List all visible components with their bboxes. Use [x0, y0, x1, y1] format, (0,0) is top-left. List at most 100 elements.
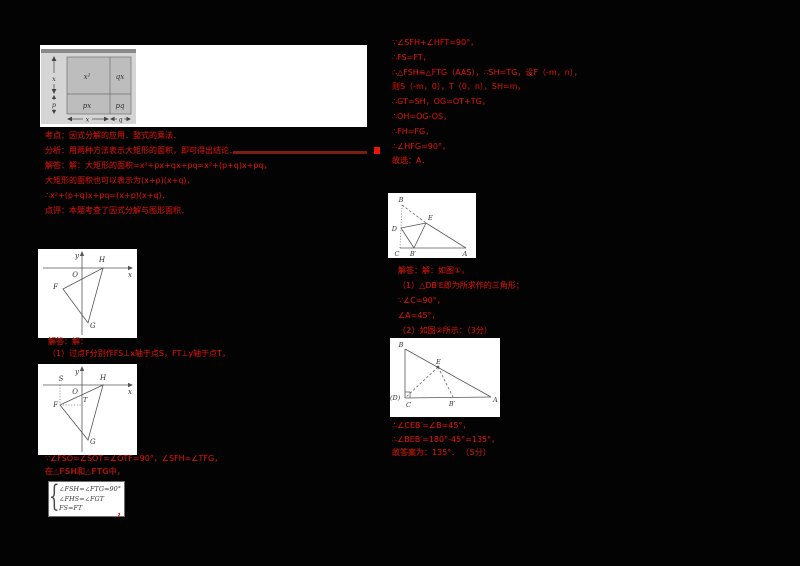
- x-axis-arrow: [128, 265, 133, 271]
- point-E-dot: [436, 365, 440, 369]
- line-text: ∴∠HFG=90°，: [392, 141, 450, 151]
- point-label-D: D: [391, 225, 398, 233]
- line-text: （1）过点F分别作FS⊥x轴于点S，FT⊥y轴于点T，: [48, 349, 230, 358]
- line-text: ∴OH=OG-OS，: [392, 111, 452, 121]
- area-model-figure-panel: x² qx px pq x p x: [40, 45, 367, 127]
- line-label: 故选：: [392, 156, 416, 166]
- line-text: ∵∠FSO=∠SOT=∠OTF=90°，∠SFH=∠TFG，: [45, 454, 223, 463]
- line-label: 在△FSH和△FTG中，: [45, 467, 125, 476]
- line-text: 大矩形的面积也可以表示为(x+p)(x+q)，: [45, 176, 195, 185]
- x-axis-arrow: [128, 382, 133, 388]
- dim-label-x-left: x: [52, 75, 56, 83]
- line-text: 解：: [72, 337, 88, 346]
- line-text: 如图②所示：（3分）: [419, 326, 492, 335]
- segment-EA: [425, 222, 467, 249]
- point-label-E: E: [435, 358, 441, 366]
- point-label-H: H: [98, 256, 106, 264]
- solution-line: ∵∠SFH+∠HFT=90°，: [392, 36, 582, 51]
- line-label: 考点：: [45, 131, 69, 140]
- big-rectangle: [66, 56, 132, 115]
- solution-block-1: 考点：因式分解的应用．整式的乘法． 分析：用两种方法表示大矩形的面积，即可得出结论…: [45, 128, 272, 218]
- arrowhead-up: [51, 56, 57, 61]
- segment-EC-dashed: [404, 366, 439, 399]
- line-label: 分析：: [45, 146, 69, 155]
- line-text: ∴∠CEB′=∠B=45°，: [392, 421, 471, 430]
- system-row: ∠FSH=∠FTG=90°: [59, 485, 121, 493]
- red-mark: [374, 147, 380, 154]
- line-text: ∴△FSH≌△FTG（AAS），∴SH=TG，设F（-m，n），: [392, 67, 582, 77]
- solution-line: 解答：解：: [48, 336, 230, 348]
- point-label-B: B: [398, 196, 404, 204]
- trailing-comma: ，: [117, 508, 127, 518]
- point-label-T: T: [83, 396, 88, 404]
- solution-line: 考点：因式分解的应用．整式的乘法．: [45, 128, 272, 143]
- line-text: ∴FH=FG，: [392, 126, 434, 136]
- underline-rule: [233, 151, 367, 154]
- coordinate-figure-panel-1: y x O H F G: [38, 249, 137, 338]
- arrowhead-left: [110, 116, 115, 122]
- dim-label-q: q: [118, 116, 122, 124]
- line-text: ∴FS=FT，: [392, 52, 431, 62]
- point-label-C: C: [406, 401, 411, 409]
- arrowhead-right: [126, 116, 131, 122]
- solution-line: 故答案为：135°． （5分）: [392, 446, 499, 460]
- proof-system-box: { ∠FSH=∠FTG=90° ∠FHS=∠FGT FS=FT: [48, 479, 125, 517]
- brace-glyph: {: [49, 479, 60, 514]
- conclusion-block: ∴∠CEB′=∠B=45°， ∴∠BEB′=180°-45°=135°， 故答案为：…: [392, 419, 499, 460]
- solution-line: 大矩形的面积也可以表示为(x+p)(x+q)，: [45, 173, 272, 188]
- side-CB-dotted: [399, 204, 403, 249]
- point-label-E: E: [427, 214, 433, 222]
- fold-figure-large-panel: B E (D) C B′ A: [390, 338, 500, 417]
- dim-label-p: p: [52, 101, 57, 109]
- point-label-A: A: [462, 250, 468, 258]
- origin-label: O: [72, 271, 78, 279]
- point-label-S: S: [59, 375, 64, 383]
- coordinate-figure-2: y x O S H F T G: [43, 366, 133, 452]
- construction-block: 解答：解：如图①， （1）△DB′E即为所求作的三角形； ∵∠C=90°， ∠A=45…: [398, 263, 524, 338]
- arrowhead-down: [51, 89, 57, 94]
- point-label-C: C: [395, 250, 400, 258]
- solution-line: 解答：解：大矩形的面积=x²+px+qx+pq=x²+(p+q)x+pq，: [45, 158, 272, 173]
- fold-figure-small: B D E C B′ A: [391, 196, 468, 258]
- coordinate-figure-1: y x O H F G: [43, 251, 133, 335]
- y-axis-arrow: [79, 251, 85, 256]
- point-label-D-paren: (D): [390, 394, 401, 402]
- line-label: 解答：: [48, 337, 72, 346]
- solution-line: ∴∠CEB′=∠B=45°，: [392, 419, 499, 433]
- solution-line: ∴∠BEB′=180°-45°=135°，: [392, 433, 499, 447]
- solution-line: ∠A=45°，: [398, 308, 524, 323]
- point-label-B: B: [398, 341, 404, 349]
- fold-figure-small-panel: B D E C B′ A: [388, 193, 476, 258]
- triangle-FHG: [62, 267, 104, 324]
- arrowhead-right: [104, 116, 109, 122]
- line-text: A．: [416, 156, 430, 166]
- solution-line: ∵∠FSO=∠SOT=∠OTF=90°，∠SFH=∠TFG，: [45, 452, 222, 465]
- line-text: 则S（-m，0），T（0，n），SH=m，: [392, 82, 526, 92]
- system-row: FS=FT: [59, 504, 83, 512]
- solution-line: ∴x²+(p+q)x+pq=(x+p)(x+q)．: [45, 188, 272, 203]
- system-row: ∠FHS=∠FGT: [59, 494, 105, 503]
- arrowhead-left: [67, 116, 72, 122]
- segment-EB2: [413, 222, 427, 249]
- point-label-H: H: [99, 374, 107, 382]
- y-axis-arrow: [79, 366, 85, 371]
- fold-figure-large: B E (D) C B′ A: [390, 341, 498, 409]
- axis-label-x: x: [128, 388, 132, 396]
- point-label-F: F: [52, 401, 59, 409]
- point-label-B-prime: B′: [448, 400, 456, 408]
- line-text: 解：大矩形的面积=x²+px+qx+pq=x²+(p+q)x+pq，: [69, 161, 272, 170]
- solution-line: （1）△DB′E即为所求作的三角形；: [398, 278, 524, 293]
- line-label: 解答：: [398, 266, 422, 275]
- triangle-FHG: [59, 384, 104, 441]
- solution-line: 点评：本题考查了因式分解与图形面积．: [45, 203, 272, 218]
- line-text: ∴∠BEB′=180°-45°=135°，: [392, 434, 500, 444]
- cell-label-px: px: [83, 102, 91, 110]
- point-label-A: A: [492, 396, 498, 404]
- axis-label-x: x: [128, 271, 132, 279]
- line-label: 点评：: [45, 206, 69, 215]
- scan-strip: [41, 49, 136, 53]
- point-label-G: G: [90, 322, 96, 330]
- point-label-F: F: [52, 283, 59, 291]
- side-CA: [404, 396, 492, 399]
